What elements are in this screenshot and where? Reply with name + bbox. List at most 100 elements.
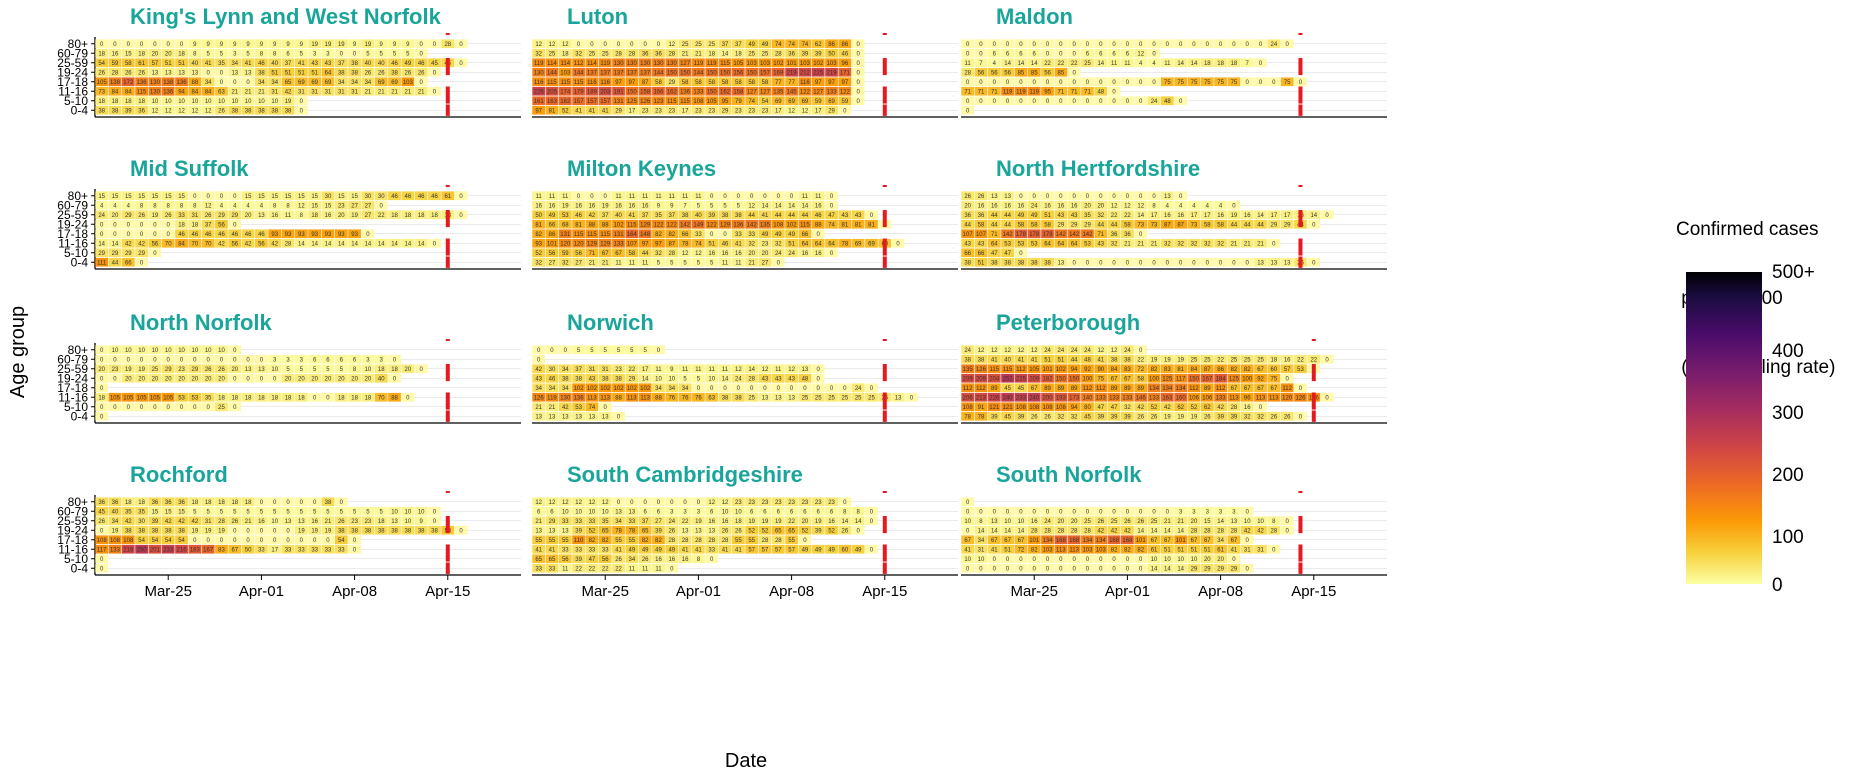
heatmap-cell	[1001, 229, 1014, 239]
cell-value: 10	[708, 377, 715, 383]
cell-value: 50	[535, 213, 542, 219]
cell-value: 46	[418, 61, 425, 67]
cell-value: 38	[365, 529, 372, 535]
heatmap-cell	[1094, 257, 1108, 267]
heatmap-cell	[1121, 58, 1134, 68]
cell-value: 13	[708, 529, 715, 535]
heatmap-cell	[1121, 411, 1134, 421]
cell-value: 42	[535, 367, 542, 373]
cell-value: 12	[1004, 348, 1011, 354]
cell-value: 14	[1151, 529, 1158, 535]
cell-value: 26	[964, 194, 971, 200]
heatmap-cell	[1041, 229, 1054, 239]
heatmap-cell	[545, 257, 559, 267]
heatmap-cell	[188, 219, 202, 229]
heatmap-cell	[572, 58, 585, 68]
heatmap-cell	[718, 248, 732, 258]
cell-value: 71	[589, 251, 596, 257]
cell-value: 0	[604, 42, 608, 48]
cell-value: 69	[298, 80, 305, 86]
heatmap-cell	[961, 345, 975, 355]
cell-value: 0	[1046, 99, 1050, 105]
cell-value: 69	[788, 99, 795, 105]
heatmap-cell	[1067, 39, 1081, 49]
cell-value: 72	[1137, 367, 1144, 373]
y-tick-label: 80+	[68, 343, 88, 357]
cell-value: 108	[123, 538, 134, 544]
heatmap-cell	[1134, 383, 1148, 393]
cell-value: 18	[138, 500, 145, 506]
heatmap-cell	[334, 39, 348, 49]
cell-value: 14	[418, 242, 425, 248]
heatmap-cell	[692, 77, 705, 87]
heatmap-cell	[108, 105, 122, 115]
cell-value: 85	[1058, 71, 1065, 77]
cell-value: 39	[1124, 415, 1131, 421]
cell-value: 0	[1246, 261, 1250, 267]
cell-value: 13	[575, 415, 582, 421]
heatmap-cell	[798, 86, 812, 96]
heatmap-cell	[1094, 200, 1108, 210]
heatmap-cell	[758, 238, 772, 248]
heatmap-cell	[961, 383, 975, 393]
heatmap-cell	[1014, 411, 1028, 421]
cell-value: 61	[1217, 548, 1224, 554]
cell-value: 0	[419, 367, 423, 373]
heatmap-cell	[865, 383, 878, 393]
cell-value: 0	[1059, 194, 1063, 200]
cell-value: 26	[1031, 415, 1038, 421]
heatmap-cell	[1121, 77, 1134, 87]
heatmap-cell	[718, 200, 732, 210]
heatmap-cell	[665, 238, 679, 248]
cell-value: 36	[98, 500, 105, 506]
cell-value: 172	[123, 80, 134, 86]
heatmap-cell	[718, 96, 732, 106]
cell-value: 8	[193, 52, 197, 58]
heatmap-cell	[1121, 354, 1134, 364]
heatmap-cell	[334, 58, 348, 68]
heatmap-cell	[1041, 411, 1054, 421]
cell-value: 0	[979, 42, 983, 48]
heatmap-cell	[361, 210, 375, 220]
heatmap-cell	[745, 58, 759, 68]
heatmap-cell	[1121, 191, 1134, 201]
cell-value: 46	[391, 61, 398, 67]
cell-value: 10	[405, 519, 412, 525]
cell-value: 26	[218, 109, 225, 115]
cell-value: 0	[353, 52, 357, 58]
cell-value: 32	[562, 261, 569, 267]
marker-bar	[882, 58, 887, 76]
y-tick-label: 0-4	[71, 409, 89, 423]
cell-value: 87	[1177, 223, 1184, 229]
heatmap-cell	[1067, 96, 1081, 106]
heatmap-cell	[108, 345, 122, 355]
heatmap-cell	[281, 58, 295, 68]
cell-value: 56	[602, 557, 609, 563]
cell-value: 42	[1097, 529, 1104, 535]
heatmap-cell	[294, 354, 308, 364]
cell-value: 28	[1191, 529, 1198, 535]
cell-value: 52	[562, 109, 569, 115]
heatmap-cell	[1041, 354, 1054, 364]
heatmap-cell	[1107, 77, 1121, 87]
heatmap-cell	[987, 229, 1001, 239]
marker-top	[1298, 33, 1303, 35]
heatmap-cell	[1121, 229, 1134, 239]
cell-value: 53	[1031, 242, 1038, 248]
cell-value: 106	[1202, 396, 1213, 402]
cell-value: 108	[97, 538, 108, 544]
cell-value: 150	[667, 71, 678, 77]
heatmap-cell	[785, 96, 798, 106]
heatmap-cell	[532, 364, 546, 374]
heatmap-cell	[612, 39, 625, 49]
heatmap-cell	[572, 86, 585, 96]
cell-value: 113	[1269, 396, 1279, 402]
cell-value: 18	[1217, 61, 1224, 67]
cell-value: 20	[178, 377, 185, 383]
heatmap-cell	[1227, 392, 1241, 402]
cell-value: 119	[1016, 90, 1026, 96]
heatmap-cell	[585, 96, 599, 106]
heatmap-cell	[545, 58, 559, 68]
heatmap-cell	[1160, 191, 1174, 201]
heatmap-cell	[334, 364, 348, 374]
